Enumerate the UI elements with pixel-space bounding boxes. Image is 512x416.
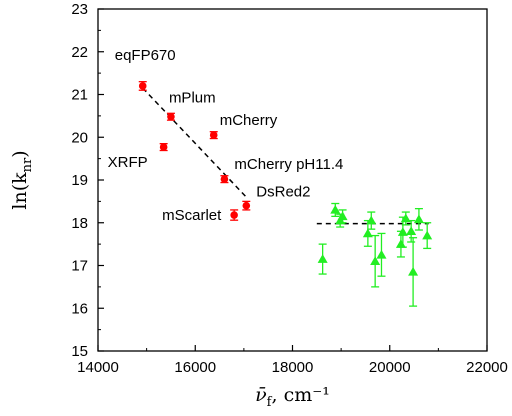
point-label: mScarlet: [162, 207, 222, 224]
y-tick-label: 23: [71, 1, 88, 18]
y-tick-label: 22: [71, 44, 88, 61]
y-tick-label: 17: [71, 258, 88, 275]
data-point-triangle: [397, 227, 408, 236]
y-tick-label: 15: [71, 343, 88, 360]
x-axis-title: ν̄f, cm⁻¹: [255, 384, 330, 410]
axis-titles: ln(knr) ν̄f, cm⁻¹: [9, 150, 330, 410]
x-tick-label: 18000: [272, 359, 314, 376]
y-tick-label: 19: [71, 172, 88, 189]
point-label: DsRed2: [256, 184, 310, 201]
data-point-triangle: [337, 211, 348, 221]
data-point-triangle: [362, 228, 373, 238]
point-label: XRFP: [108, 154, 148, 171]
data-point-circle: [167, 112, 175, 121]
plot-axes: 14000 16000 18000 20000 22000 15 16 17 18 19 20 21 2…: [71, 1, 508, 376]
y-tick-label: 16: [71, 300, 88, 317]
point-label: eqFP670: [115, 47, 176, 64]
data-point-triangle: [413, 214, 424, 224]
point-label: mCherry: [220, 112, 278, 129]
data-points: [138, 82, 433, 276]
data-point-triangle: [400, 213, 411, 223]
data-point-triangle: [376, 249, 387, 259]
y-axis-title: ln(knr): [9, 150, 35, 209]
data-point-triangle: [370, 256, 381, 265]
data-point-circle: [230, 211, 238, 219]
data-point-triangle: [395, 239, 406, 248]
x-tick-label: 20000: [369, 359, 411, 376]
data-point-circle: [242, 201, 251, 210]
data-point-circle: [209, 131, 218, 139]
data-point-triangle: [366, 215, 377, 225]
data-point-triangle: [317, 254, 328, 263]
fit-line: [142, 87, 247, 198]
y-tick-label: 20: [71, 129, 88, 146]
y-tick-label: 18: [71, 215, 88, 232]
data-point-circle: [138, 82, 147, 90]
data-point-triangle: [408, 266, 419, 276]
x-tick-label: 14000: [77, 359, 119, 376]
data-point-circle: [159, 143, 168, 151]
data-point-triangle: [406, 226, 417, 236]
data-point-triangle: [422, 230, 433, 240]
data-point-circle: [220, 175, 229, 183]
point-label: mPlum: [169, 90, 216, 107]
y-tick-label: 21: [71, 87, 88, 104]
point-label: mCherry pH11.4: [234, 156, 343, 173]
x-tick-label: 22000: [466, 359, 508, 376]
data-point-triangle: [330, 204, 341, 214]
x-tick-label: 16000: [174, 359, 216, 376]
